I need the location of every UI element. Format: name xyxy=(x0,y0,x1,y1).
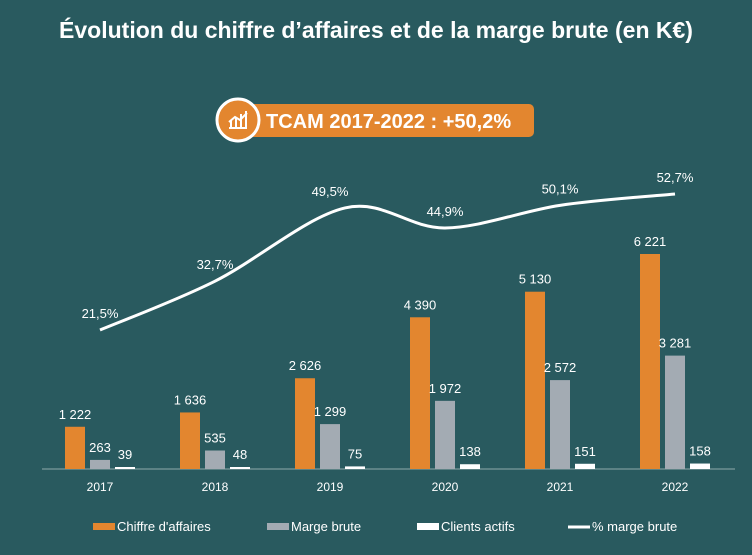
x-tick-label: 2021 xyxy=(547,480,574,494)
bar-marge xyxy=(320,424,340,469)
data-label: 39 xyxy=(118,447,132,462)
bar-ca xyxy=(410,317,430,469)
data-label: 1 972 xyxy=(429,381,462,396)
x-tick-label: 2022 xyxy=(662,480,689,494)
x-tick-label: 2020 xyxy=(432,480,459,494)
data-label: 2 572 xyxy=(544,360,577,375)
line-data-label: 49,5% xyxy=(312,184,349,199)
legend-swatch xyxy=(267,523,289,530)
data-label: 75 xyxy=(348,446,362,461)
line-data-label: 44,9% xyxy=(427,204,464,219)
data-label: 158 xyxy=(689,444,711,459)
bar-clients xyxy=(345,466,365,469)
data-label: 151 xyxy=(574,444,596,459)
bar-marge xyxy=(665,355,685,469)
line-data-label: 50,1% xyxy=(542,181,579,196)
bar-marge xyxy=(550,380,570,469)
data-label: 1 222 xyxy=(59,407,92,422)
line-marge-pct xyxy=(99,192,676,332)
bar-clients xyxy=(230,467,250,469)
data-label: 535 xyxy=(204,431,226,446)
legend-swatch xyxy=(417,523,439,530)
data-label: 3 281 xyxy=(659,336,692,351)
bar-clients xyxy=(575,463,595,469)
legend-label: Clients actifs xyxy=(441,519,515,534)
bar-marge xyxy=(205,450,225,469)
x-tick-label: 2018 xyxy=(202,480,229,494)
legend-swatch xyxy=(93,523,115,530)
line-data-label: 32,7% xyxy=(197,257,234,272)
line-data-label: 52,7% xyxy=(657,170,694,185)
data-label: 6 221 xyxy=(634,234,667,249)
line-data-label: 21,5% xyxy=(82,306,119,321)
legend-label: Chiffre d'affaires xyxy=(117,519,211,534)
data-label: 138 xyxy=(459,444,481,459)
data-label: 1 636 xyxy=(174,392,207,407)
data-label: 263 xyxy=(89,440,111,455)
bar-clients xyxy=(690,463,710,469)
data-label: 48 xyxy=(233,447,247,462)
x-tick-label: 2019 xyxy=(317,480,344,494)
bar-ca xyxy=(65,426,85,469)
bar-chart-growth-icon xyxy=(228,111,248,129)
data-label: 5 130 xyxy=(519,272,552,287)
legend-label: % marge brute xyxy=(592,519,677,534)
bar-ca xyxy=(180,412,200,469)
tcam-badge: TCAM 2017-2022 : +50,2% xyxy=(215,97,534,143)
tcam-text: TCAM 2017-2022 : +50,2% xyxy=(266,111,511,133)
chart-title: Évolution du chiffre d’affaires et de la… xyxy=(59,16,693,43)
bar-marge xyxy=(435,400,455,469)
data-label: 1 299 xyxy=(314,404,347,419)
legend: Chiffre d'affaires Marge brute Clients act… xyxy=(93,519,677,534)
bar-marge xyxy=(90,459,110,469)
data-label: 4 390 xyxy=(404,297,437,312)
data-label: 2 626 xyxy=(289,358,322,373)
bar-ca xyxy=(640,254,660,469)
bar-clients xyxy=(460,464,480,469)
bar-ca xyxy=(295,378,315,469)
x-tick-label: 2017 xyxy=(87,480,114,494)
legend-label: Marge brute xyxy=(291,519,361,534)
bar-clients xyxy=(115,467,135,469)
bar-ca xyxy=(525,291,545,469)
